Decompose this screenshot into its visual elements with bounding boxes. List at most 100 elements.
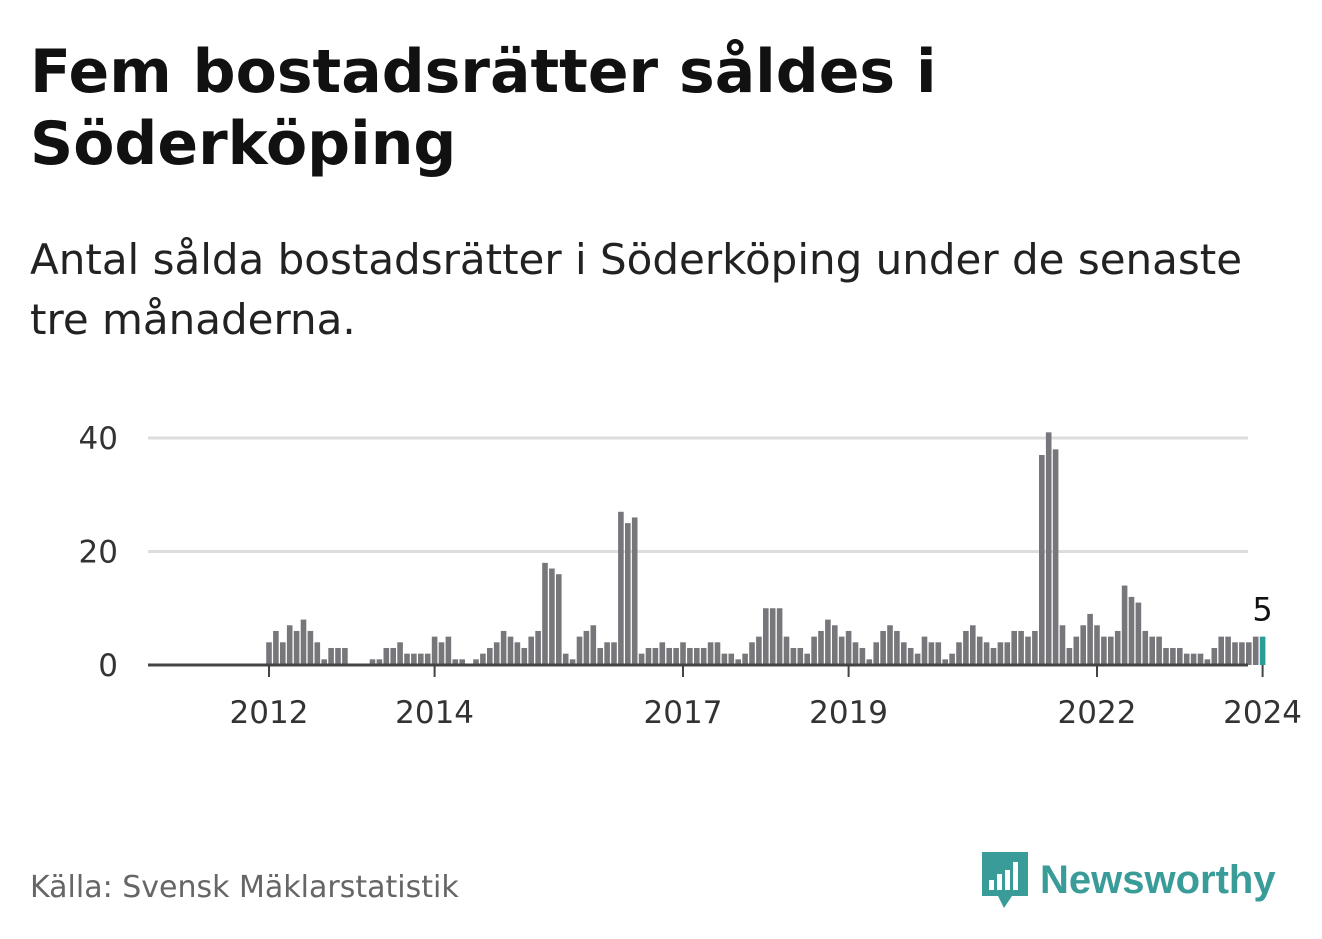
bar [956,642,962,665]
bar [901,642,907,665]
bar [1004,642,1011,665]
bar [894,630,900,665]
bar [493,642,500,665]
highlight-bar [1259,636,1266,665]
brand-name: Newsworthy [1040,857,1276,902]
bar [1239,642,1245,665]
bar [1190,653,1197,665]
bar [576,636,583,665]
bar [935,642,942,665]
bar [880,630,886,665]
bar [866,659,873,665]
bar [1163,647,1169,665]
x-tick-label: 2019 [809,695,888,731]
bar [756,636,762,665]
bar [1059,625,1066,665]
bar [390,647,396,665]
bar [314,642,321,665]
bar [928,642,935,665]
bar [811,636,817,665]
bar [976,636,983,665]
y-tick-label: 20 [79,535,118,571]
bar [611,642,617,665]
bar [480,653,486,665]
bar [1108,636,1114,665]
bar [914,653,921,665]
y-tick-label: 40 [79,421,118,457]
bar [873,642,879,665]
x-tick-label: 2022 [1058,695,1137,731]
bar [473,659,479,665]
bar [1052,449,1059,665]
bar [1087,613,1093,665]
bar [1142,630,1149,665]
axes [148,663,1264,677]
bar [549,568,555,665]
bar [583,630,590,665]
bar [735,659,741,665]
bar [569,659,576,665]
bar [942,659,948,665]
bar [1032,630,1038,665]
bar [790,647,797,665]
bar [1170,647,1176,665]
bar [1232,642,1238,665]
bar [335,647,341,665]
bar [1128,596,1135,665]
bar [307,630,314,665]
bar [825,619,831,665]
bar [694,647,700,665]
newsworthy-logo[interactable]: Newsworthy [980,848,1276,912]
bar [280,642,286,665]
bar [1135,602,1142,665]
bar [452,659,459,665]
bar [514,642,521,665]
bar [404,653,410,665]
bar [659,642,666,665]
x-tick-label: 2012 [230,695,309,731]
bar [949,653,955,665]
x-tick-label: 2014 [395,695,474,731]
bar [1080,625,1086,665]
bar [459,659,465,665]
chart-subtitle: Antal sålda bostadsrätter i Söderköping … [30,235,1243,344]
bar [376,659,383,665]
bar [500,630,507,665]
bar [431,636,438,665]
bar [887,625,893,665]
bar [590,625,597,665]
bar [286,625,293,665]
bar [721,653,728,665]
bar [397,642,403,665]
bar [680,642,686,665]
bar [742,653,748,665]
bar [763,608,769,665]
bar [1025,636,1031,665]
bar [645,647,652,665]
bar [418,653,424,665]
bar [776,608,783,665]
bar [445,636,452,665]
bar [1094,625,1100,665]
chart-title: Fem bostadsrätter såldes i Söderköping [30,37,937,179]
bar [838,636,845,665]
bar [859,647,866,665]
bar [507,636,514,665]
bar [1045,432,1052,665]
bar [273,630,279,665]
bar [783,636,790,665]
bar [1121,585,1128,665]
bar [342,647,348,665]
bar [749,642,755,665]
bar [1183,653,1190,665]
bar [1252,636,1259,665]
bar [1177,647,1183,665]
bar [1018,630,1024,665]
x-tick-label: 2017 [644,695,723,731]
bar [328,647,334,665]
bar [963,630,969,665]
bar [832,625,838,665]
bar [687,647,693,665]
bar [797,647,804,665]
bar [625,523,631,665]
